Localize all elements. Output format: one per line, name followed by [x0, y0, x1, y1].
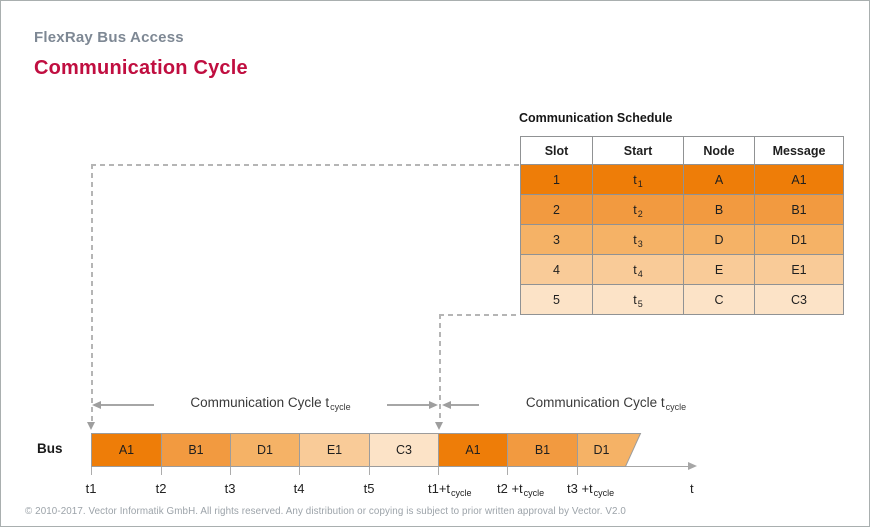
schedule-cell: t3 — [592, 224, 684, 255]
axis-tick-label: t2 — [155, 481, 167, 496]
cycle2-label-text: Communication Cycle t — [525, 395, 665, 410]
communication-schedule-table: Slot Start Node Message 1 t1 A A1 2 t2 B B1 3 t3 D D1 4… — [520, 136, 844, 315]
cycle1-label-sub: cycle — [330, 402, 351, 412]
schedule-cell: E — [683, 254, 755, 285]
schedule-column-header: Message — [754, 136, 844, 165]
schedule-cell: t2 — [592, 194, 684, 225]
axis-tick — [298, 467, 300, 475]
schedule-cell: A — [683, 164, 755, 195]
connector-cycle-end-horizontal — [439, 314, 520, 316]
schedule-cell: A1 — [754, 164, 844, 195]
schedule-cell: D1 — [754, 224, 844, 255]
bus-segment-slanted-shape — [577, 433, 642, 467]
schedule-cell: B — [683, 194, 755, 225]
cycle1-arrow-line-left — [101, 404, 154, 406]
bus-label: Bus — [37, 441, 63, 456]
schedule-cell: 5 — [520, 284, 593, 315]
connector-slot1-horizontal — [91, 164, 520, 166]
connector-cycle-end-vertical — [439, 314, 441, 422]
cycle1-label-text: Communication Cycle t — [190, 395, 330, 410]
schedule-row: 3 t3 D D1 — [520, 224, 844, 255]
axis-tick — [506, 467, 508, 475]
bus-segment-d1-2: D1 — [230, 433, 300, 467]
copyright-text: © 2010-2017. Vector Informatik GmbH. All… — [25, 506, 626, 517]
bus-segment-b1-6: B1 — [507, 433, 578, 467]
bus-segment-e1-3: E1 — [299, 433, 370, 467]
cycle2-arrow-line — [451, 404, 479, 406]
axis-tick — [229, 467, 231, 475]
axis-tick — [437, 467, 439, 475]
cycle1-arrowhead-right-icon — [429, 401, 438, 409]
cycle2-arrowhead-left-icon — [442, 401, 451, 409]
schedule-row: 2 t2 B B1 — [520, 194, 844, 225]
schedule-cell: B1 — [754, 194, 844, 225]
axis-tick-label: t3 — [224, 481, 236, 496]
schedule-cell: 2 — [520, 194, 593, 225]
axis-tick-label: t5 — [363, 481, 375, 496]
bus-segment-d1-7: D1 — [593, 443, 610, 457]
connector-cycle-end-arrowhead-icon — [435, 422, 443, 430]
lesson-title: FlexRay Bus Access — [34, 29, 184, 46]
axis-tick — [160, 467, 162, 475]
cycle2-label: Communication Cycle tcycle — [501, 395, 711, 412]
time-axis-arrowhead-icon — [688, 462, 697, 470]
axis-tick-label: t3 +tcycle — [567, 481, 615, 498]
bus-segment-c3-4: C3 — [369, 433, 439, 467]
axis-tick-label: t2 +tcycle — [497, 481, 545, 498]
schedule-cell: E1 — [754, 254, 844, 285]
schedule-cell: C — [683, 284, 755, 315]
connector-slot1-arrowhead-icon — [87, 422, 95, 430]
schedule-cell: 4 — [520, 254, 593, 285]
schedule-column-header: Node — [683, 136, 755, 165]
page-title: Communication Cycle — [34, 57, 248, 79]
cycle1-label: Communication Cycle tcycle — [153, 395, 388, 412]
schedule-row: 4 t4 E E1 — [520, 254, 844, 285]
schedule-row: 5 t5 C C3 — [520, 284, 844, 315]
schedule-title: Communication Schedule — [519, 111, 673, 125]
schedule-cell: t4 — [592, 254, 684, 285]
connector-slot1-vertical — [91, 164, 93, 422]
axis-tick — [90, 467, 92, 475]
bus-segment-a1-0: A1 — [91, 433, 162, 467]
schedule-column-header: Slot — [520, 136, 593, 165]
axis-tick — [576, 467, 578, 475]
schedule-cell: t5 — [592, 284, 684, 315]
schedule-cell: D — [683, 224, 755, 255]
cycle2-label-sub: cycle — [665, 402, 687, 412]
schedule-row: 1 t1 A A1 — [520, 164, 844, 195]
bus-segment-b1-1: B1 — [161, 433, 231, 467]
schedule-header-row: Slot Start Node Message — [520, 136, 844, 165]
schedule-cell: t1 — [592, 164, 684, 195]
schedule-column-header: Start — [592, 136, 684, 165]
axis-end-label: t — [690, 481, 694, 496]
axis-tick — [368, 467, 370, 475]
cycle1-arrow-line-right — [387, 404, 429, 406]
bus-segment-a1-5: A1 — [438, 433, 508, 467]
schedule-cell: 1 — [520, 164, 593, 195]
cycle1-arrowhead-left-icon — [92, 401, 101, 409]
axis-tick-label: t4 — [293, 481, 305, 496]
schedule-cell: 3 — [520, 224, 593, 255]
schedule-cell: C3 — [754, 284, 844, 315]
axis-tick-label: t1 — [85, 481, 97, 496]
axis-tick-label: t1+tcycle — [428, 481, 472, 498]
